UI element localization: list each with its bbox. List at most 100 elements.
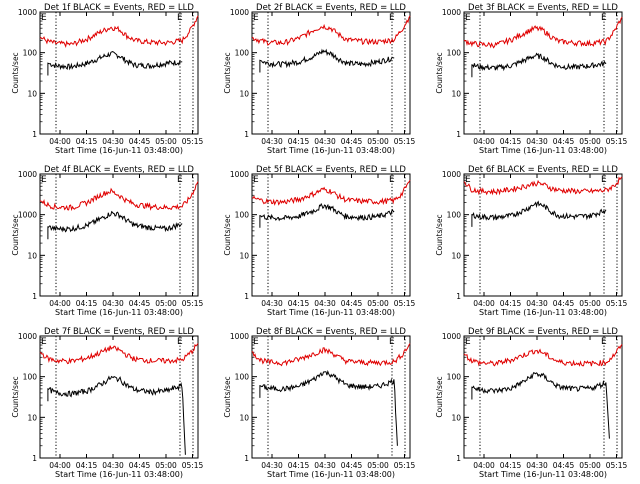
x-axis-title: Start Time (16-Jun-11 03:48:00) (55, 470, 183, 479)
lld-rate-line (251, 343, 411, 367)
x-tick-label: 05:00 (579, 461, 601, 470)
y-tick-label: 100 (447, 373, 462, 382)
events-rate-line (47, 51, 183, 76)
y-tick-label: 10 (27, 413, 37, 422)
events-rate-line (47, 375, 186, 455)
y-axis-title: Counts/sec (435, 376, 444, 417)
x-axis-title: Start Time (16-Jun-11 03:48:00) (479, 470, 607, 479)
chart-title: Det 9f BLACK = Events, RED = LLD (468, 327, 618, 337)
end-marker-label: E (389, 175, 395, 185)
x-axis-title: Start Time (16-Jun-11 03:48:00) (479, 146, 607, 155)
x-tick-label: 04:45 (341, 299, 363, 308)
chart-title: Det 5f BLACK = Events, RED = LLD (256, 165, 406, 175)
y-axis-title: Counts/sec (11, 214, 20, 255)
x-tick-label: 04:30 (261, 137, 283, 146)
x-tick-label: 05:00 (579, 299, 601, 308)
chart-title: Det 4f BLACK = Events, RED = LLD (44, 165, 194, 175)
y-axis-title: Counts/sec (223, 214, 232, 255)
x-tick-label: 04:00 (473, 137, 495, 146)
det-3f-panel: Det 3f BLACK = Events, RED = LLD 1 10 100 10… (435, 3, 628, 155)
x-axis-title: Start Time (16-Jun-11 03:48:00) (55, 146, 183, 155)
x-axis-title: Start Time (16-Jun-11 03:48:00) (267, 146, 395, 155)
x-tick-label: 04:00 (49, 299, 71, 308)
x-tick-label: 04:30 (102, 461, 124, 470)
start-marker-label: E (253, 175, 259, 185)
x-tick-label: 04:30 (102, 299, 124, 308)
lld-rate-line (463, 344, 623, 367)
y-tick-label: 1 (244, 292, 249, 301)
x-tick-label: 04:45 (129, 299, 151, 308)
x-tick-label: 05:15 (606, 137, 628, 146)
x-tick-label: 05:15 (182, 299, 204, 308)
x-tick-label: 04:15 (76, 299, 98, 308)
start-marker-label: E (253, 13, 259, 23)
y-tick-label: 1000 (18, 332, 37, 341)
x-tick-label: 04:45 (341, 461, 363, 470)
x-tick-label: 04:00 (473, 299, 495, 308)
x-axis-title: Start Time (16-Jun-11 03:48:00) (267, 470, 395, 479)
events-rate-line (259, 369, 398, 446)
plot-frame (39, 11, 199, 135)
lld-rate-line (251, 180, 411, 206)
x-tick-label: 04:45 (553, 137, 575, 146)
x-tick-label: 04:45 (553, 299, 575, 308)
x-tick-label: 04:30 (314, 299, 336, 308)
x-tick-label: 04:15 (288, 461, 310, 470)
x-tick-label: 04:15 (500, 137, 522, 146)
y-tick-label: 100 (447, 211, 462, 220)
y-tick-label: 10 (27, 89, 37, 98)
start-marker-label: E (465, 175, 471, 185)
x-axis-title: Start Time (16-Jun-11 03:48:00) (55, 308, 183, 317)
events-rate-line (47, 210, 183, 240)
end-marker-label: E (177, 175, 183, 185)
x-tick-label: 05:15 (394, 137, 416, 146)
end-marker-label: E (389, 337, 395, 347)
y-tick-label: 10 (239, 89, 249, 98)
lld-rate-line (39, 15, 199, 48)
x-tick-label: 05:00 (579, 137, 601, 146)
y-tick-label: 1 (244, 130, 249, 139)
x-tick-label: 05:00 (367, 299, 389, 308)
y-tick-label: 100 (23, 373, 38, 382)
y-tick-label: 100 (235, 373, 250, 382)
x-tick-label: 04:30 (526, 137, 548, 146)
events-rate-line (259, 202, 395, 228)
y-tick-label: 10 (239, 251, 249, 260)
y-tick-label: 100 (23, 49, 38, 58)
chart-title: Det 2f BLACK = Events, RED = LLD (256, 3, 406, 13)
x-tick-label: 04:45 (129, 137, 151, 146)
events-rate-line (259, 48, 395, 73)
y-tick-label: 1000 (442, 332, 461, 341)
y-tick-label: 1000 (230, 8, 249, 17)
y-tick-label: 1000 (230, 332, 249, 341)
y-tick-label: 1 (456, 454, 461, 463)
chart-title: Det 1f BLACK = Events, RED = LLD (44, 3, 194, 13)
det-4f-panel: Det 4f BLACK = Events, RED = LLD 1 10 1000 1… (11, 165, 204, 317)
x-tick-label: 04:15 (76, 137, 98, 146)
plot-frame (251, 335, 411, 459)
x-tick-label: 04:00 (49, 461, 71, 470)
start-marker-label: E (465, 13, 471, 23)
lld-rate-line (463, 176, 623, 196)
y-axis-title: Counts/sec (435, 214, 444, 255)
x-tick-label: 05:15 (606, 461, 628, 470)
start-marker-label: E (253, 337, 259, 347)
x-tick-label: 04:15 (500, 299, 522, 308)
y-axis-title: Counts/sec (435, 52, 444, 93)
x-tick-label: 05:15 (394, 461, 416, 470)
y-tick-label: 1 (32, 454, 37, 463)
det-6f-panel: Det 6f BLACK = Events, RED = LLD 1 10 100 10… (435, 165, 628, 317)
x-tick-label: 05:00 (367, 461, 389, 470)
lld-rate-line (39, 181, 199, 212)
events-rate-line (471, 200, 607, 227)
x-tick-label: 04:30 (314, 461, 336, 470)
plot-frame (251, 173, 411, 297)
y-tick-label: 10 (451, 413, 461, 422)
lld-rate-line (463, 16, 623, 49)
start-marker-label: E (41, 13, 47, 23)
x-tick-label: 04:30 (526, 461, 548, 470)
y-axis-title: Counts/sec (11, 376, 20, 417)
x-tick-label: 04:15 (288, 137, 310, 146)
plot-frame (463, 335, 623, 459)
x-tick-label: 04:30 (261, 461, 283, 470)
